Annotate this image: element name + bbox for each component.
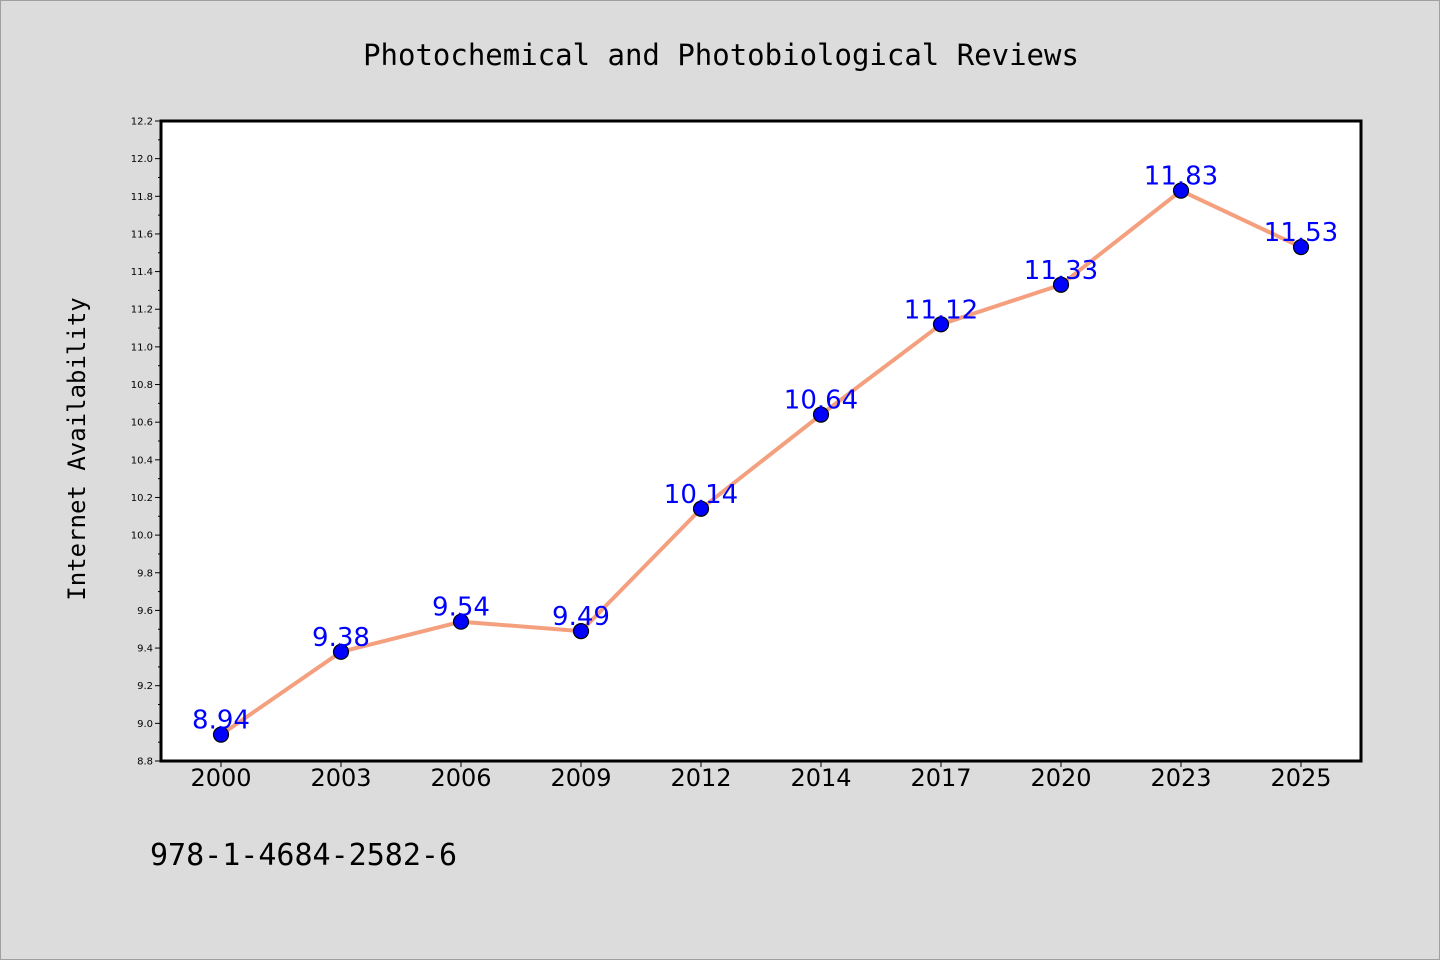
y-tick-label: 10.8 [131, 380, 153, 391]
y-tick-label: 12.2 [131, 117, 153, 128]
y-tick-label: 9.4 [137, 644, 153, 655]
data-label: 11.33 [1024, 256, 1098, 286]
data-label: 10.14 [664, 480, 738, 510]
data-label: 9.38 [312, 623, 370, 653]
x-tick-label: 2023 [1150, 764, 1211, 792]
series-layer [212, 182, 1310, 743]
data-label: 9.49 [552, 602, 610, 632]
data-point [452, 613, 470, 630]
y-tick-label: 10.4 [131, 455, 153, 466]
y-tick-label: 11.2 [131, 305, 153, 316]
x-tick-label: 2006 [430, 764, 491, 792]
x-tick-label: 2017 [910, 764, 971, 792]
x-tick-label: 2020 [1030, 764, 1091, 792]
x-tick-label: 2014 [790, 764, 851, 792]
plot-area [159, 119, 1363, 763]
y-tick-label: 11.8 [131, 192, 153, 203]
data-point [332, 643, 350, 660]
y-tick-label: 11.0 [131, 342, 153, 353]
x-tick-label: 2009 [550, 764, 611, 792]
y-tick-label: 11.4 [131, 267, 153, 278]
y-tick-label: 12.0 [131, 154, 153, 165]
y-tick-label: 9.2 [137, 681, 153, 692]
data-label: 8.94 [192, 706, 250, 736]
data-labels-layer: 8.94 9.38 9.54 9.49 10.14 10.64 11.12 11.33 11.8… [192, 162, 1338, 736]
data-label: 10.64 [784, 386, 858, 416]
data-point [692, 500, 710, 517]
x-axis: 2000 2003 2006 2009 2012 2014 2017 2020 2023 2025 [190, 761, 1332, 792]
y-tick-label: 9.8 [137, 568, 153, 579]
data-point [932, 316, 950, 333]
y-tick-label: 9.0 [137, 719, 153, 730]
footnote: 978-1-4684-2582-6 [150, 838, 457, 873]
data-point [212, 726, 230, 743]
data-label: 11.83 [1144, 162, 1218, 192]
data-point [1052, 276, 1070, 293]
y-tick-label: 8.8 [137, 757, 153, 768]
x-tick-label: 2025 [1270, 764, 1331, 792]
data-point [812, 406, 830, 423]
y-tick-label: 11.6 [131, 229, 153, 240]
x-tick-label: 2012 [670, 764, 731, 792]
data-label: 11.12 [904, 295, 978, 325]
y-axis: 8.8 9.0 9.2 9.4 9.6 9.8 10.0 10.2 10.4 10.6 10.8 11… [131, 117, 161, 768]
y-tick-label: 10.2 [131, 493, 153, 504]
data-label: 11.53 [1264, 218, 1338, 248]
x-tick-label: 2000 [190, 764, 251, 792]
y-axis-label: Internet Availability [63, 297, 91, 600]
series-line [219, 188, 1303, 737]
data-point [1172, 182, 1190, 199]
x-tick-label: 2003 [310, 764, 371, 792]
data-point [1292, 239, 1310, 256]
y-tick-label: 10.6 [131, 418, 153, 429]
y-tick-label: 9.6 [137, 606, 153, 617]
y-tick-label: 10.0 [131, 531, 153, 542]
data-point [572, 623, 590, 640]
chart-title: Photochemical and Photobiological Review… [363, 38, 1079, 72]
data-label: 9.54 [432, 593, 490, 623]
